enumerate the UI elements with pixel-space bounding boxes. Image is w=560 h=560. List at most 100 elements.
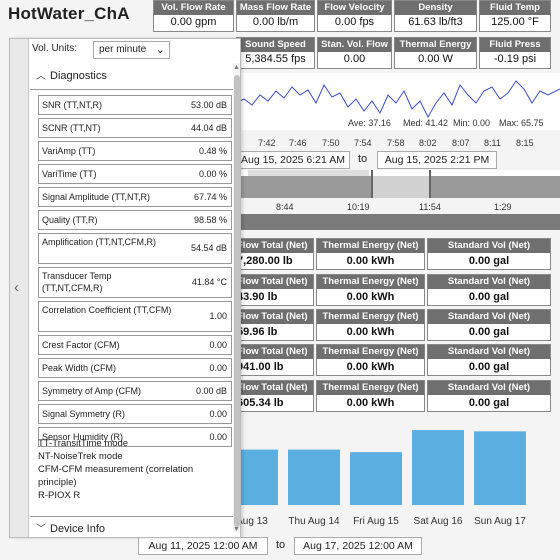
totals-label: Standard Vol (Net) bbox=[428, 275, 550, 289]
totals-value: 0.00 kWh bbox=[346, 255, 395, 267]
metric-value: 0.00 fps bbox=[334, 16, 375, 28]
panel-collapse-tab[interactable]: ‹ bbox=[10, 39, 29, 537]
caret-down-icon: ﹀ bbox=[36, 524, 46, 535]
diagnostic-value: 0.00 bbox=[209, 432, 227, 442]
metric-value: 125.00 °F bbox=[491, 16, 539, 28]
bar-range-start-field[interactable]: Aug 11, 2025 12:00 AM bbox=[138, 537, 268, 555]
totals-value: 0.00 gal bbox=[468, 255, 510, 267]
x-tick: 7:50 bbox=[322, 138, 340, 148]
diagnostic-value: 0.48 % bbox=[198, 146, 227, 156]
totals-value: 0.00 gal bbox=[468, 326, 510, 338]
diagnostic-value: 54.54 dB bbox=[190, 243, 227, 253]
totals-value: 0.00 kWh bbox=[346, 291, 395, 303]
mode-legend: TT-TransitTime mode NT-NoiseTrek mode CF… bbox=[38, 437, 228, 502]
metric-value: 0.00 gpm bbox=[170, 16, 217, 28]
totals-label: Standard Vol (Net) bbox=[428, 239, 550, 253]
vol-units-select[interactable]: per minute ⌄ bbox=[93, 41, 170, 59]
chevron-left-icon[interactable]: ‹ bbox=[14, 279, 19, 296]
panel-scroll-thumb[interactable] bbox=[234, 75, 240, 527]
diagnostic-value: 0.00 dB bbox=[195, 386, 227, 396]
totals-label: Flow Total (Net) bbox=[237, 275, 313, 289]
totals-cell: Thermal Energy (Net) 0.00 kWh bbox=[316, 309, 425, 341]
diagnostic-row: Signal Amplitude (TT,NT,R) 67.74 % bbox=[38, 187, 232, 207]
diagnostic-row: Quality (TT,R) 98.58 % bbox=[38, 210, 232, 230]
diagnostic-label: Correlation Coefficient (TT,CFM) bbox=[42, 305, 172, 315]
totals-cell: Flow Total (Net) 59.96 lb bbox=[236, 309, 314, 341]
diagnostic-row: Crest Factor (CFM) 0.00 bbox=[38, 335, 232, 355]
totals-cell: Thermal Energy (Net) 0.00 kWh bbox=[316, 238, 425, 270]
totals-label: Thermal Energy (Net) bbox=[317, 239, 424, 253]
scroll-down-icon[interactable]: ▼ bbox=[233, 526, 240, 533]
navigator-handle-left[interactable] bbox=[371, 170, 373, 198]
bar bbox=[412, 430, 464, 505]
metric-flow-velocity: Flow Velocity 0.00 fps bbox=[317, 0, 392, 32]
totals-label: Flow Total (Net) bbox=[237, 239, 313, 253]
diagnostic-label: Sensor Humidity (R) bbox=[42, 432, 124, 442]
totals-value: 0.00 gal bbox=[468, 397, 510, 409]
navigator-window[interactable] bbox=[371, 170, 431, 198]
scroll-up-icon[interactable]: ▲ bbox=[233, 64, 240, 71]
diagnostic-value: 1.00 bbox=[209, 311, 227, 321]
diagnostics-section-header[interactable]: ︿ Diagnostics bbox=[30, 65, 233, 87]
band-tick: 1:29 bbox=[494, 202, 512, 212]
range-end-field[interactable]: Aug 15, 2025 2:21 PM bbox=[377, 151, 497, 169]
totals-label: Thermal Energy (Net) bbox=[317, 275, 424, 289]
diagnostic-label: Amplification (TT,NT,CFM,R) bbox=[42, 237, 157, 247]
metric-value: 0.00 lb/m bbox=[252, 16, 299, 28]
diagnostic-row: Peak Width (CFM) 0.00 bbox=[38, 358, 232, 378]
metric-thermal-energy: Thermal Energy 0.00 W bbox=[394, 37, 477, 69]
x-tick: 7:46 bbox=[289, 138, 307, 148]
bar bbox=[288, 449, 340, 505]
range-start-field[interactable]: Aug 15, 2025 6:21 AM bbox=[236, 151, 350, 169]
metric-label: Sound Speed bbox=[237, 38, 314, 52]
x-tick: 8:07 bbox=[452, 138, 470, 148]
metric-value: 0.00 W bbox=[418, 53, 453, 65]
navigator-handle-right[interactable] bbox=[429, 170, 431, 198]
diagnostic-label: Quality (TT,R) bbox=[42, 215, 98, 225]
device-info-section-header[interactable]: ﹀ Device Info bbox=[30, 518, 233, 537]
bar bbox=[474, 431, 526, 505]
diagnostic-label: VariAmp (TT) bbox=[42, 146, 96, 156]
flow-trend-chart[interactable] bbox=[236, 73, 560, 130]
totals-cell: Standard Vol (Net) 0.00 gal bbox=[427, 238, 551, 270]
metric-label: Fluid Press bbox=[480, 38, 550, 52]
device-info-title: Device Info bbox=[50, 523, 106, 535]
diagnostic-row: Amplification (TT,NT,CFM,R) 54.54 dB bbox=[38, 233, 232, 264]
stat-max: Max: 65.75 bbox=[499, 118, 544, 128]
time-navigator[interactable] bbox=[236, 170, 560, 198]
diagnostic-label: SNR (TT,NT,R) bbox=[42, 100, 102, 110]
bar bbox=[236, 449, 278, 505]
metric-density: Density 61.63 lb/ft3 bbox=[394, 0, 477, 32]
diagnostic-label: Symmetry of Amp (CFM) bbox=[42, 386, 142, 396]
x-tick: 7:58 bbox=[387, 138, 405, 148]
bar bbox=[350, 452, 402, 505]
bar-range-end-field[interactable]: Aug 17, 2025 12:00 AM bbox=[294, 537, 422, 555]
totals-value: 605.34 lb bbox=[237, 397, 284, 409]
diagnostic-value: 67.74 % bbox=[193, 192, 227, 202]
diagnostic-value: 98.58 % bbox=[193, 215, 227, 225]
bar-category-label: Thu Aug 14 bbox=[288, 516, 340, 527]
totals-label: Flow Total (Net) bbox=[237, 381, 313, 395]
diagnostic-label: Signal Symmetry (R) bbox=[42, 409, 126, 419]
stat-med: Med: 41.42 bbox=[403, 118, 449, 128]
band-tick: 11:54 bbox=[419, 202, 441, 212]
totals-value: 7,280.00 lb bbox=[237, 255, 293, 267]
caret-up-icon: ︿ bbox=[36, 71, 46, 82]
diagnostic-label: VariTime (TT) bbox=[42, 169, 97, 179]
diagnostics-title: Diagnostics bbox=[50, 70, 107, 82]
band-tick: 10:19 bbox=[347, 202, 370, 212]
diagnostic-label: Peak Width (CFM) bbox=[42, 363, 117, 373]
page-title: HotWater_ChA bbox=[8, 4, 130, 23]
diagnostic-value: 41.84 °C bbox=[191, 277, 227, 287]
diagnostic-label: Signal Amplitude (TT,NT,R) bbox=[42, 192, 151, 202]
totals-value: 0.00 gal bbox=[468, 291, 510, 303]
metric-value: -0.19 psi bbox=[493, 53, 537, 65]
trend-line bbox=[236, 80, 560, 119]
totals-cell: Thermal Energy (Net) 0.00 kWh bbox=[316, 274, 425, 306]
totals-label: Thermal Energy (Net) bbox=[317, 310, 424, 324]
diagnostic-row: Correlation Coefficient (TT,CFM) 1.00 bbox=[38, 301, 232, 332]
totals-value: 43.90 lb bbox=[237, 291, 278, 303]
metric-label: Fluid Temp bbox=[480, 1, 550, 15]
x-tick: 7:42 bbox=[258, 138, 276, 148]
